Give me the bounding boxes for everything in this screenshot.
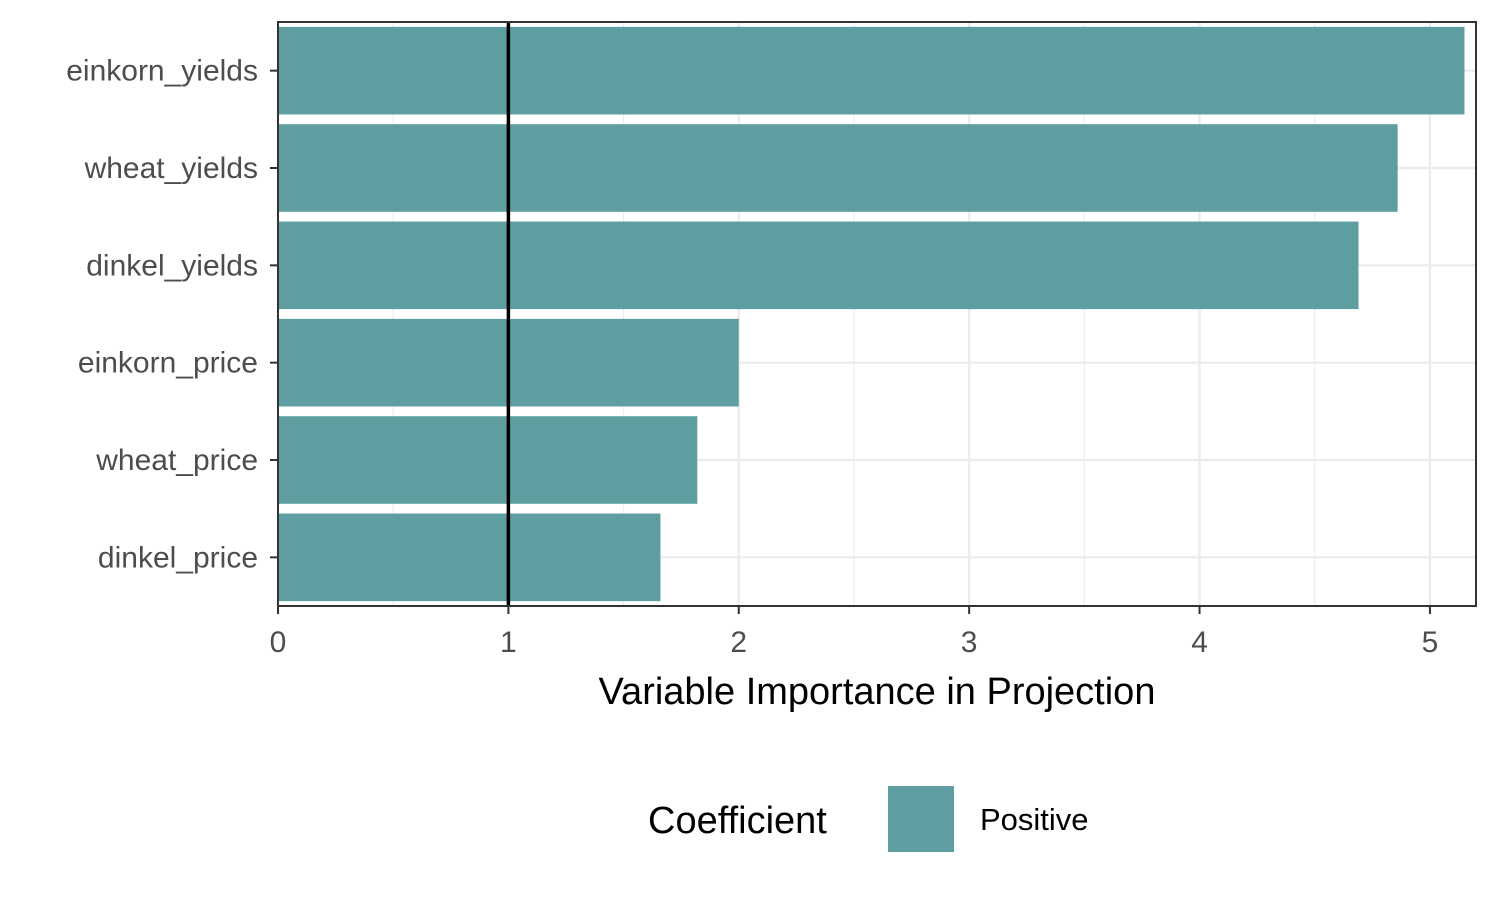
bar-dinkel-yields: [278, 221, 1359, 310]
y-axis: einkorn_yields wheat_yields dinkel_yieldse…: [66, 55, 278, 574]
y-tick-label: wheat_yields: [84, 152, 258, 185]
x-tick-label: 0: [270, 626, 287, 659]
legend-key-positive: [888, 786, 954, 852]
bar-einkorn-yields: [278, 26, 1465, 115]
x-tick-label: 3: [961, 626, 978, 659]
legend: Coefficient Positive: [648, 786, 1089, 852]
x-tick-label: 2: [730, 626, 747, 659]
bar-wheat-yields: [278, 124, 1398, 212]
x-axis-title: Variable Importance in Projection: [599, 671, 1156, 713]
legend-title: Coefficient: [648, 800, 827, 842]
bars: [278, 26, 1465, 602]
y-tick-label: einkorn_yields: [66, 55, 258, 88]
y-tick-label: wheat_price: [95, 444, 258, 477]
x-tick-label: 4: [1191, 626, 1208, 659]
x-tick-label: 5: [1422, 626, 1439, 659]
bar-dinkel-price: [278, 513, 661, 602]
x-axis: 0 1 2 3 4 5: [270, 606, 1439, 659]
y-tick-label: dinkel_yields: [86, 249, 258, 282]
panel-border: [277, 21, 1477, 607]
bar-wheat-price: [278, 416, 698, 504]
legend-label-positive: Positive: [980, 802, 1089, 837]
x-tick-label: 1: [500, 626, 517, 659]
y-tick-label: einkorn_price: [78, 347, 258, 380]
y-tick-label: dinkel_price: [98, 541, 258, 574]
